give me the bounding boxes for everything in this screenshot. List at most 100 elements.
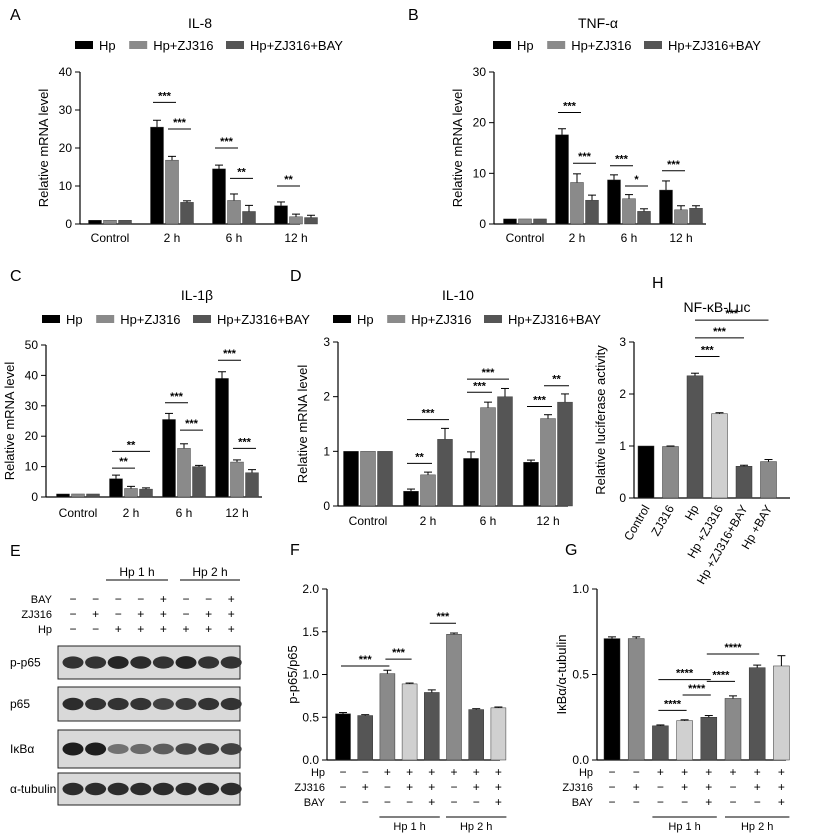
panel-c-title: IL-1β [181,287,213,303]
panel-f-y-tick-label: 0.0 [302,753,319,767]
panel-f-row-label: BAY [304,797,326,809]
panel-g-bar [627,638,645,761]
panel-d-x-tick-label: 6 h [480,514,497,528]
panel-h-y-tick-label: 3 [619,335,626,349]
panel-e-band [130,656,152,669]
panel-a-bar [165,159,179,225]
panel-g-bar [652,725,669,761]
panel-c-y-label: Relative mRNA level [2,362,17,481]
panel-g-bar [748,667,766,761]
panel-c-sig-label: *** [170,391,184,403]
panel-c-bar [56,493,70,498]
panel-f-bar [335,713,351,761]
panel-f-group-label: Hp 1 h [393,821,425,833]
panel-a-bar [118,219,132,225]
panel-a-bar [150,126,164,225]
panel-f-treatment-sign: − [450,795,457,809]
panel-a-bar [242,211,256,225]
panel-d-letter: D [290,268,302,285]
panel-e-band [198,656,220,669]
panel-e-treatment-sign: + [137,607,144,621]
panel-b-letter: B [408,7,419,24]
panel-a-y-tick-label: 10 [59,179,73,193]
panel-c-legend-swatch [42,315,60,323]
panel-f-bar [446,634,462,761]
panel-e-band [198,697,220,711]
panel-d-bar [377,451,393,507]
panel-g-y-tick-label: 0.5 [572,668,589,682]
panel-d-sig-label: ** [552,374,561,386]
panel-g-bar [773,665,790,761]
panel-h-bar [735,466,753,499]
panel-e-row-label: BAY [31,594,53,606]
panel-a-y-label: Relative mRNA level [36,89,51,208]
panel-f-row-label: Hp [311,767,325,779]
panel-d-y-tick-label: 2 [323,390,330,404]
panel-g-treatment-sign: + [681,780,688,794]
panel-b-y-tick-label: 20 [473,116,487,130]
panel-h-bar [686,375,704,499]
panel-a-bar [304,217,318,225]
panel-d-x-tick-label: Control [349,514,388,528]
panel-c-sig-label: *** [223,348,237,360]
panel-g-bar [724,698,742,761]
panel-d-sig-label: *** [422,408,436,420]
panel-f-treatment-sign: + [406,780,413,794]
panel-c-bar [86,493,100,498]
panel-b-legend-label: Hp+ZJ316+BAY [668,38,761,53]
panel-b-title: TNF-α [578,15,618,31]
panel-f-treatment-sign: + [495,765,502,779]
panel-e-band [130,697,152,711]
panel-h-bar [711,413,728,499]
panel-g-treatment-sign: − [633,795,640,809]
panel-d-bar [557,401,573,507]
panel-a-sig-label: *** [158,90,172,102]
panel-a-y-tick-label: 20 [59,141,73,155]
panel-e-treatment-sign: + [92,607,99,621]
panel-e-treatment-sign: − [115,607,122,621]
panel-a-legend-swatch [75,41,93,49]
panel-h-x-tick-label: Control [621,503,652,544]
panel-a-legend-label: Hp+ZJ316 [153,38,213,53]
panel-e-band [152,656,174,669]
panel-f-y-tick-label: 1.0 [302,668,319,682]
panel-b-bar [689,208,703,225]
panel-e-band-label: p65 [10,697,30,711]
panel-e-treatment-sign: + [160,592,167,606]
panel-b-bar [607,179,621,225]
panel-f-treatment-sign: + [428,795,435,809]
panel-g-treatment-sign: − [633,765,640,779]
panel-c-sig-label: *** [238,436,252,448]
panel-e-treatment-sign: + [182,622,189,636]
panel-g-sig-label: **** [724,642,742,654]
panel-e-band [198,743,220,755]
panel-b-bar [674,209,688,225]
panel-h-title: NF-κB-Luc [684,299,751,315]
panel-e-row-label: ZJ316 [21,609,52,621]
panel-h-y-label: Relative luciferase activity [593,345,608,495]
panel-b-legend-swatch [493,41,511,49]
panel-b-bar [570,182,584,225]
panel-g-treatment-sign: + [729,765,736,779]
panel-d-legend-swatch [387,315,406,323]
panel-g-sig-label: **** [712,669,730,681]
panel-e-band [152,698,174,710]
panel-e-treatment-sign: + [205,622,212,636]
panel-d-bar [480,407,496,507]
panel-c-bar [230,461,244,498]
panel-a-y-tick-label: 0 [65,217,72,231]
panel-g-treatment-sign: − [608,765,615,779]
panel-b-bar [637,211,651,225]
panel-b-legend-swatch [644,41,662,49]
panel-e-treatment-sign: − [69,592,76,606]
panel-g-group-label: Hp 1 h [668,821,700,833]
panel-e-band-label: α-tubulin [10,782,56,796]
panel-b-bar [518,218,532,225]
panel-e-band [107,744,129,754]
panel-f-treatment-sign: − [362,795,369,809]
panel-g-treatment-sign: + [681,765,688,779]
panel-a-bar [212,168,226,225]
panel-b-x-tick-label: Control [506,231,545,245]
panel-f-bar [424,692,440,761]
panel-g-y-label: IκBα/α-tubulin [554,634,569,714]
